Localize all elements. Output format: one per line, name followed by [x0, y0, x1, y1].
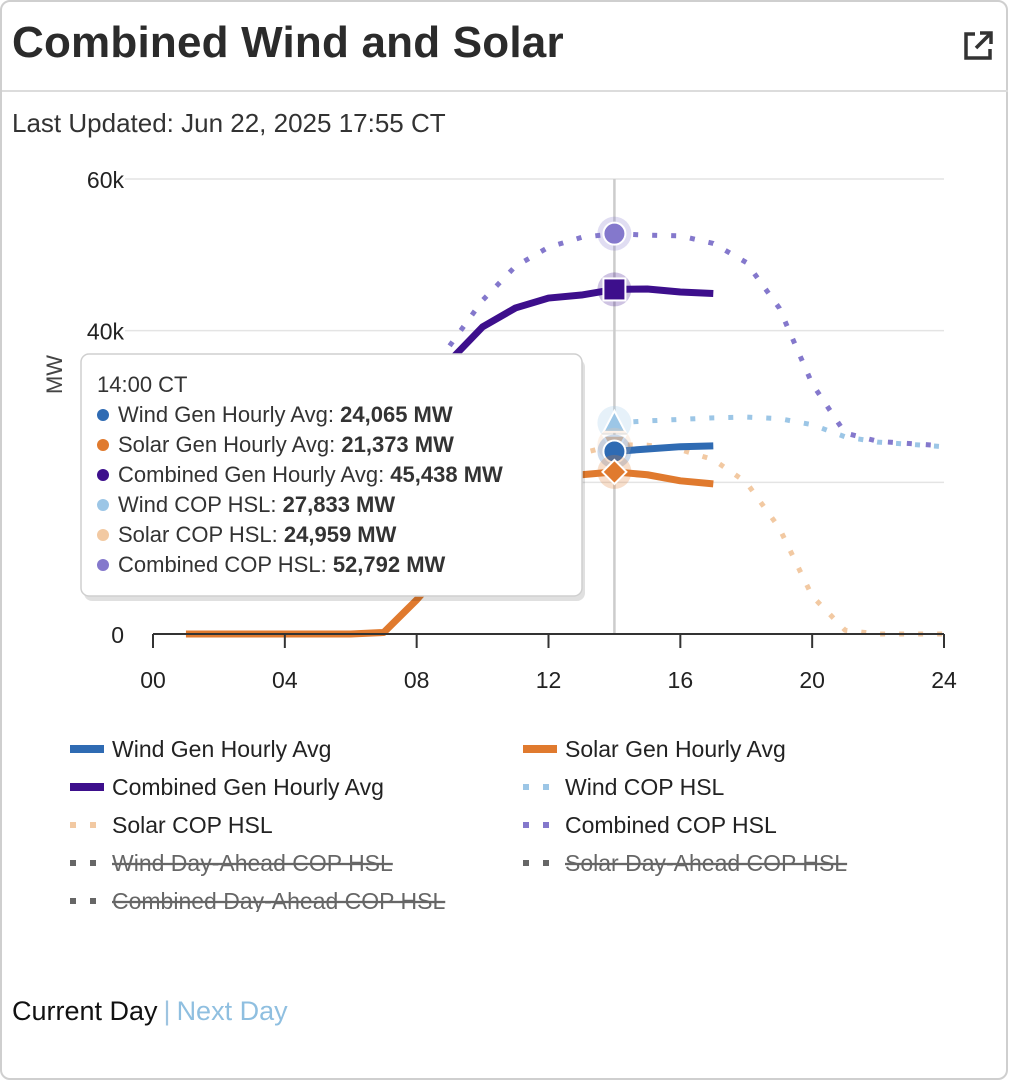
tooltip-row: Solar Gen Hourly Avg: 21,373 MW — [118, 432, 454, 457]
next-day-link[interactable]: Next Day — [176, 996, 288, 1026]
tooltip-dot — [97, 529, 109, 541]
tooltip-dot — [97, 559, 109, 571]
x-tick-label: 20 — [799, 667, 825, 693]
current-day-link[interactable]: Current Day — [12, 996, 158, 1026]
legend-item[interactable]: Combined COP HSL — [523, 812, 777, 838]
card-title: Combined Wind and Solar — [12, 18, 564, 67]
y-axis-label: MW — [42, 355, 67, 394]
tooltip-dot — [97, 499, 109, 511]
legend-label: Combined Gen Hourly Avg — [112, 774, 384, 800]
axis-layer: 00 04 08 12 16 20 24 — [140, 633, 957, 693]
legend-item[interactable]: Wind COP HSL — [523, 774, 725, 800]
tooltip-row: Combined Gen Hourly Avg: 45,438 MW — [118, 462, 503, 487]
series-line-2 — [413, 285, 714, 409]
legend-label: Solar COP HSL — [112, 812, 273, 838]
series-line-4 — [185, 442, 944, 637]
x-tick-label: 08 — [404, 667, 430, 693]
series-line-0 — [614, 442, 714, 455]
legend-item[interactable]: Wind Day-Ahead COP HSL — [70, 850, 393, 876]
legend-item[interactable]: Solar COP HSL — [70, 812, 273, 838]
tooltip-row: Solar COP HSL: 24,959 MW — [118, 522, 397, 547]
external-link-icon[interactable] — [960, 28, 996, 64]
legend-label: Wind Gen Hourly Avg — [112, 736, 331, 762]
legend-item[interactable]: Solar Day-Ahead COP HSL — [523, 850, 847, 876]
x-tick-label: 24 — [931, 667, 957, 693]
y-tick-label: 0 — [111, 622, 124, 648]
tooltip-dot — [97, 439, 109, 451]
legend-label: Combined COP HSL — [565, 812, 777, 838]
tooltip-dot — [97, 469, 109, 481]
y-tick-label: 60k — [87, 167, 125, 193]
legend-item[interactable]: Solar Gen Hourly Avg — [523, 736, 786, 762]
legend-label: Solar Gen Hourly Avg — [565, 736, 786, 762]
tooltip-row: Wind COP HSL: 27,833 MW — [118, 492, 395, 517]
x-tick-label: 12 — [536, 667, 562, 693]
marker-3 — [601, 408, 628, 433]
marker-layer — [597, 216, 632, 489]
tooltip-title: 14:00 CT — [97, 372, 188, 397]
last-updated: Last Updated: Jun 22, 2025 17:55 CT — [12, 108, 446, 138]
legend-label: Solar Day-Ahead COP HSL — [565, 850, 847, 876]
x-tick-label: 00 — [140, 667, 166, 693]
legend-item[interactable]: Wind Gen Hourly Avg — [70, 736, 331, 762]
x-tick-label: 04 — [272, 667, 298, 693]
legend-label: Wind Day-Ahead COP HSL — [112, 850, 393, 876]
marker-2 — [602, 277, 627, 302]
marker-1 — [601, 458, 628, 486]
y-tick-label: 40k — [87, 319, 125, 345]
marker-5 — [602, 221, 627, 246]
card-header: Combined Wind and Solar — [2, 2, 1008, 92]
day-switcher: Current Day | Next Day — [12, 996, 288, 1027]
tooltip-row: Wind Gen Hourly Avg: 24,065 MW — [118, 402, 453, 427]
legend: Wind Gen Hourly Avg Solar Gen Hourly Avg C… — [70, 736, 847, 912]
legend-item[interactable]: Combined Gen Hourly Avg — [70, 774, 384, 800]
legend-item[interactable]: Combined Day-Ahead COP HSL — [70, 888, 445, 912]
series-line-3 — [614, 414, 945, 450]
legend-label: Wind COP HSL — [565, 774, 725, 800]
tooltip-box — [80, 353, 583, 597]
day-separator: | — [163, 996, 171, 1026]
legend-label: Combined Day-Ahead COP HSL — [112, 888, 445, 912]
tooltip: 14:00 CT Wind Gen Hourly Avg: 24,065 MW So… — [80, 353, 585, 601]
x-tick-label: 16 — [668, 667, 694, 693]
tooltip-row: Combined COP HSL: 52,792 MW — [118, 552, 446, 577]
tooltip-dot — [97, 409, 109, 421]
